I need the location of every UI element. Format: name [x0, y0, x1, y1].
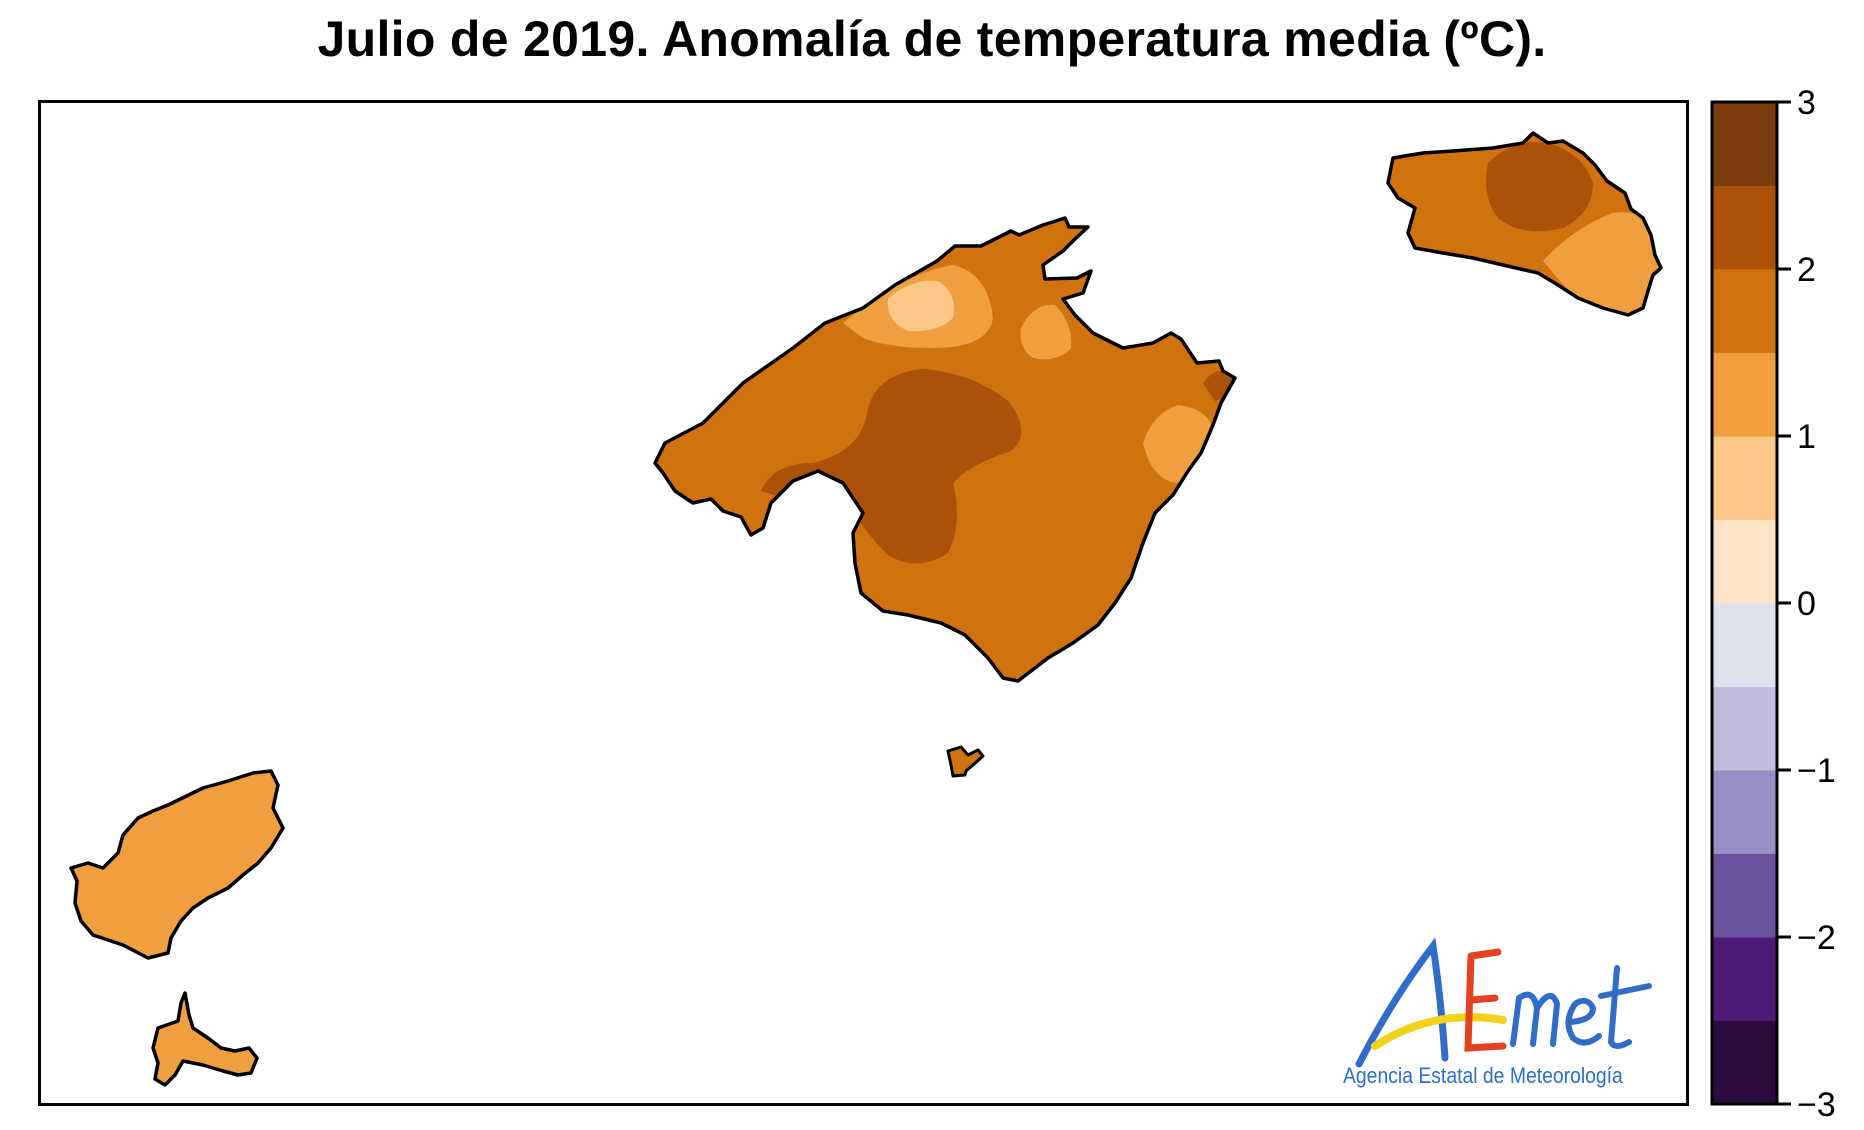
mallorca-island: [653, 216, 1237, 683]
legend-tick-label: −2: [1797, 919, 1836, 957]
legend-band: [1712, 352, 1777, 437]
map-panel: Agencia Estatal de Meteorología: [38, 100, 1689, 1106]
legend-band: [1712, 185, 1777, 270]
legend-band: [1712, 686, 1777, 771]
legend-band: [1712, 937, 1777, 1021]
legend-tick-label: 3: [1797, 84, 1816, 122]
legend-tick-label: 1: [1797, 418, 1816, 456]
legend-band: [1712, 1020, 1777, 1105]
color-legend: 3 2 1 0 −1 −2 −3: [1710, 84, 1836, 1120]
legend-tick-label: 0: [1797, 585, 1816, 623]
map-title: Julio de 2019. Anomalía de temperatura m…: [317, 11, 1547, 67]
legend-tick-label: −1: [1797, 752, 1836, 790]
legend-band: [1712, 853, 1777, 938]
legend-bands: [1712, 102, 1777, 1105]
menorca-island: [1386, 131, 1663, 317]
aemet-logo: [1355, 938, 1652, 1068]
cabrera-island: [946, 745, 985, 778]
balearic-map: [69, 131, 1663, 1087]
legend-ticks: 3 2 1 0 −1 −2 −3: [1777, 84, 1836, 1120]
ibiza-island: [69, 769, 285, 960]
legend-tick-label: −3: [1797, 1086, 1836, 1120]
aemet-subtitle: Agencia Estatal de Meteorología: [1343, 1063, 1623, 1088]
legend-band: [1712, 436, 1777, 520]
legend-tick-label: 2: [1797, 251, 1816, 289]
legend-band: [1712, 102, 1777, 186]
legend-band: [1712, 269, 1777, 353]
legend-band: [1712, 603, 1777, 687]
formentera-island: [151, 991, 259, 1087]
legend-band: [1712, 519, 1777, 604]
legend-band: [1712, 770, 1777, 854]
